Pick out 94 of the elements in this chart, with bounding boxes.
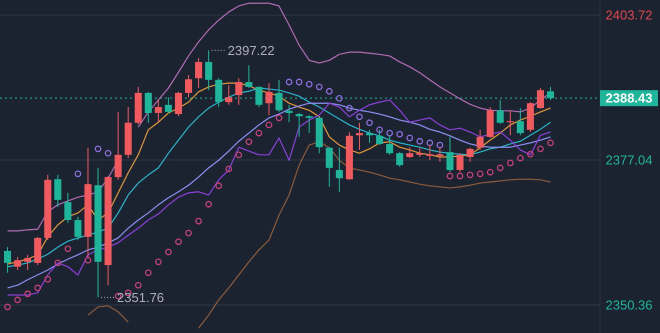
point bbox=[376, 126, 383, 134]
point bbox=[215, 182, 222, 190]
point bbox=[34, 284, 42, 292]
point bbox=[175, 238, 182, 246]
point bbox=[547, 140, 554, 146]
point bbox=[316, 84, 323, 90]
point bbox=[134, 282, 142, 289]
point bbox=[266, 122, 272, 128]
point bbox=[486, 168, 494, 176]
point bbox=[195, 218, 202, 224]
candlestick bbox=[205, 50, 212, 91]
candlestick bbox=[215, 78, 222, 108]
candlestick bbox=[114, 111, 122, 180]
point bbox=[64, 245, 72, 252]
candlestick bbox=[406, 146, 414, 159]
point bbox=[356, 113, 363, 120]
point bbox=[476, 170, 484, 178]
ref-line-label: 2388.43 bbox=[606, 90, 652, 106]
point bbox=[366, 119, 373, 126]
candlestick bbox=[396, 152, 404, 168]
candlestick bbox=[456, 152, 464, 173]
point bbox=[456, 172, 464, 180]
point bbox=[517, 154, 524, 162]
candlestick bbox=[306, 114, 313, 134]
point bbox=[14, 296, 21, 304]
point bbox=[94, 145, 102, 152]
point bbox=[506, 160, 514, 166]
candlestick bbox=[185, 74, 192, 98]
candlestick bbox=[416, 147, 424, 158]
point bbox=[527, 150, 534, 158]
candlestick bbox=[265, 82, 272, 116]
candlestick bbox=[14, 256, 22, 270]
candlestick bbox=[195, 58, 202, 89]
point bbox=[24, 290, 31, 298]
candlestick bbox=[174, 91, 182, 117]
candlestick bbox=[235, 78, 242, 106]
point bbox=[256, 130, 262, 136]
point bbox=[225, 166, 232, 172]
candlestick bbox=[516, 108, 524, 136]
candlestick bbox=[225, 84, 232, 106]
candlestick bbox=[286, 104, 293, 123]
point bbox=[396, 130, 404, 138]
y-tick-label: 2377.04 bbox=[606, 152, 652, 168]
point bbox=[276, 114, 282, 122]
point bbox=[446, 172, 454, 180]
point bbox=[74, 170, 82, 178]
candlestick bbox=[536, 88, 544, 110]
point bbox=[54, 260, 62, 266]
point bbox=[386, 130, 393, 136]
point bbox=[537, 145, 544, 152]
point bbox=[44, 276, 52, 283]
point bbox=[496, 164, 504, 172]
point bbox=[246, 138, 252, 146]
candlestick bbox=[4, 246, 12, 274]
point bbox=[346, 104, 353, 112]
point bbox=[306, 80, 313, 88]
candlestick bbox=[64, 192, 72, 224]
point bbox=[436, 142, 444, 148]
candlestick bbox=[466, 147, 474, 162]
candlestick bbox=[326, 146, 333, 188]
y-tick-label: 2403.72 bbox=[606, 8, 652, 23]
candlestick bbox=[356, 122, 363, 150]
candlestick bbox=[154, 99, 162, 123]
candlestick bbox=[336, 147, 343, 192]
point bbox=[235, 151, 242, 158]
point bbox=[205, 200, 212, 208]
point bbox=[326, 88, 333, 95]
candlestick bbox=[54, 174, 62, 208]
point bbox=[406, 134, 414, 142]
candlestick bbox=[366, 129, 374, 144]
point bbox=[185, 230, 192, 236]
point bbox=[104, 150, 112, 157]
point bbox=[165, 248, 172, 256]
candlestick bbox=[245, 64, 252, 89]
candlestick bbox=[476, 129, 484, 150]
candlestick bbox=[506, 110, 514, 136]
point bbox=[155, 258, 162, 266]
point bbox=[466, 172, 474, 178]
annotation: 2397.22 bbox=[228, 42, 275, 58]
y-tick-label: 2350.36 bbox=[606, 297, 652, 312]
point bbox=[296, 78, 302, 86]
point bbox=[4, 304, 11, 310]
point bbox=[286, 78, 292, 86]
annotation: 2351.76 bbox=[117, 290, 164, 305]
candlestick bbox=[74, 216, 82, 241]
candlestick bbox=[296, 112, 303, 138]
candlestick bbox=[24, 254, 32, 270]
point bbox=[426, 140, 434, 146]
point bbox=[336, 94, 343, 102]
candlestick bbox=[144, 91, 152, 124]
candlestick bbox=[446, 136, 454, 173]
point bbox=[416, 138, 424, 145]
point bbox=[84, 256, 92, 264]
point bbox=[144, 269, 152, 276]
